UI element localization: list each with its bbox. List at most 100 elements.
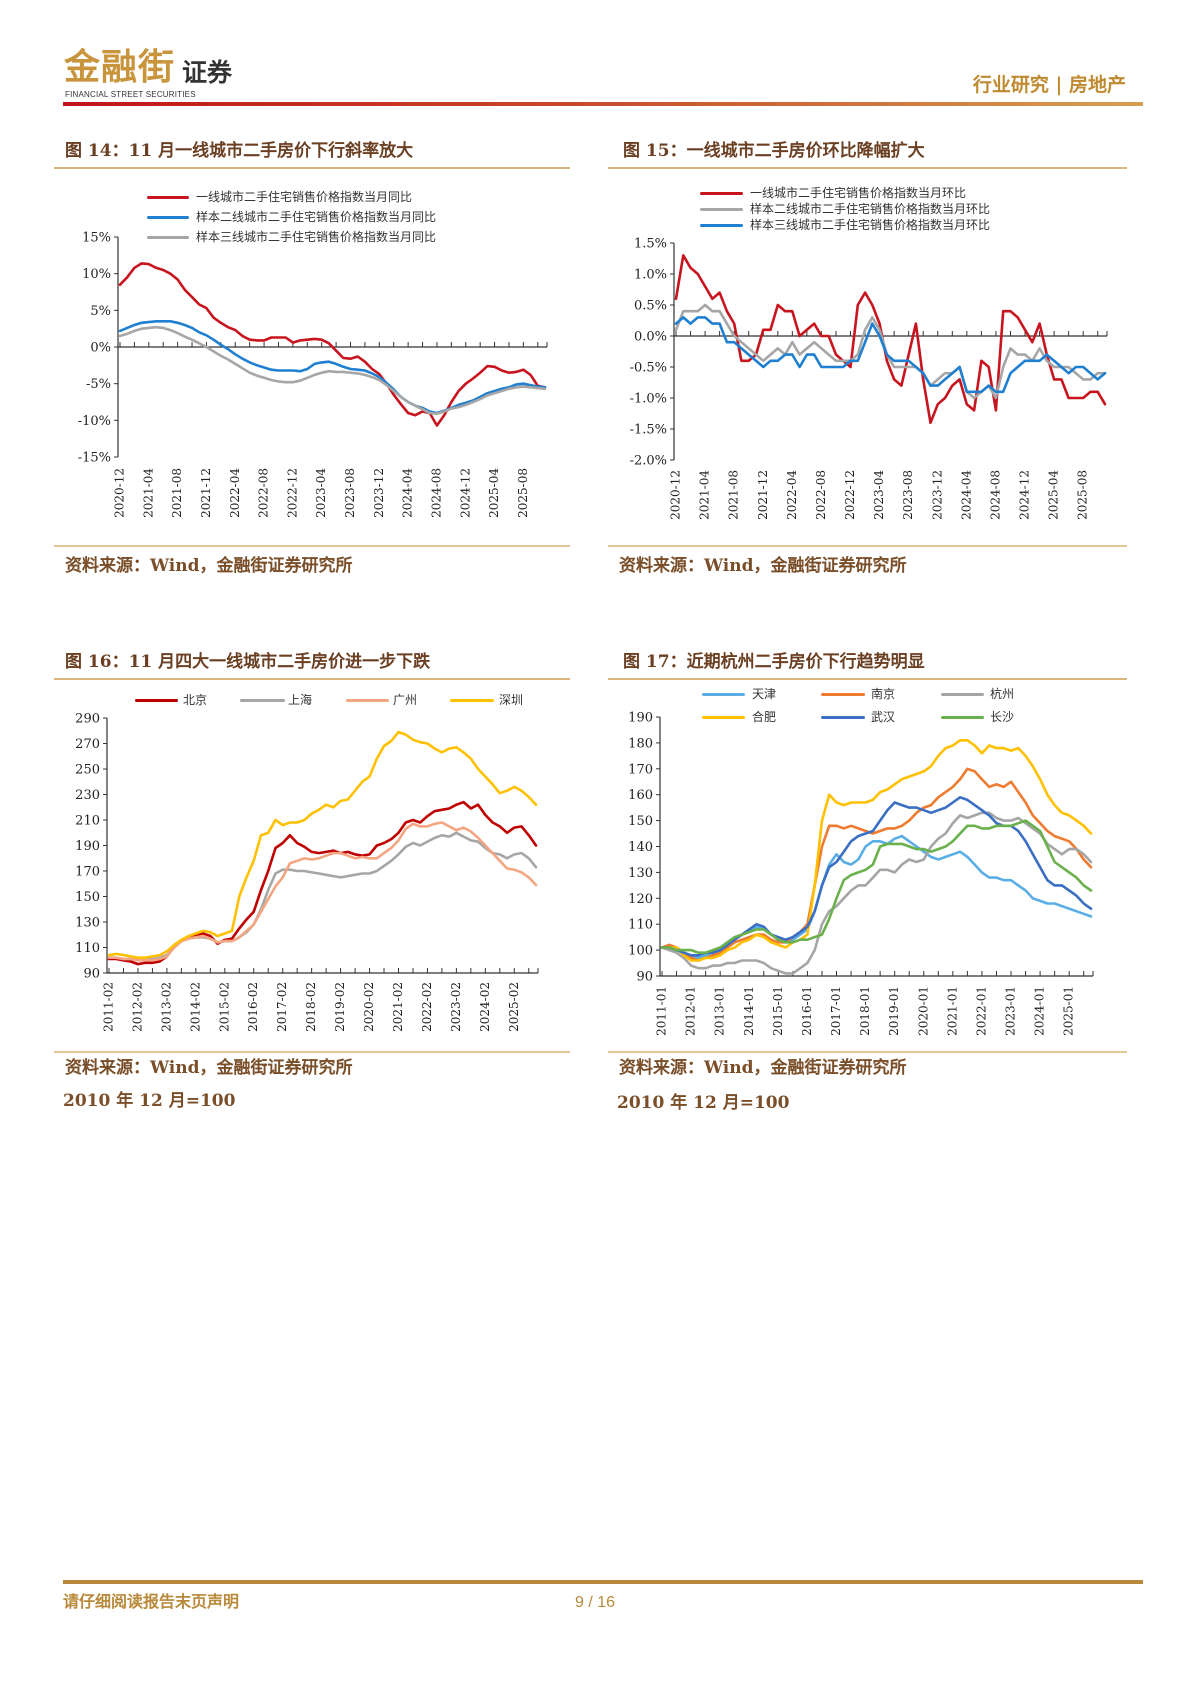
x-tick-label: 2022-12 xyxy=(843,470,857,520)
figure-16-title: 图 16：11 月四大一线城市二手房价进一步下跌 xyxy=(65,652,431,672)
y-tick-label: 170 xyxy=(75,865,100,880)
y-tick-label: -0.5% xyxy=(630,361,667,376)
x-tick-label: 2022-08 xyxy=(814,470,828,520)
series-line-4 xyxy=(107,730,538,960)
x-tick-label: 2021-08 xyxy=(170,468,184,518)
legend-label: 样本三线城市二手住宅销售价格指数当月环比 xyxy=(750,218,991,232)
x-tick-label: 2022-08 xyxy=(257,468,271,518)
x-tick-label: 2014-02 xyxy=(188,982,202,1032)
legend-swatch xyxy=(450,699,494,702)
chart-14: 15% 10% 5% 0% -5% -10% -15%2020-12 2021-04 2021-… xyxy=(78,231,548,518)
figure-15-bottom-rule xyxy=(608,545,1127,547)
y-tick-label: 120 xyxy=(628,892,653,907)
y-tick-label: 140 xyxy=(628,840,653,855)
y-tick-label: -15% xyxy=(78,451,111,466)
x-tick-label: 2023-04 xyxy=(872,470,886,520)
x-tick-label: 2012-02 xyxy=(130,982,144,1032)
series-line-3 xyxy=(660,811,1093,975)
series-line-3 xyxy=(118,325,547,416)
series-line-6 xyxy=(660,819,1093,955)
x-tick-label: 2023-01 xyxy=(1004,986,1018,1036)
x-tick-label: 2023-08 xyxy=(343,468,357,518)
x-tick-label: 2024-08 xyxy=(988,470,1002,520)
x-tick-label: 2022-04 xyxy=(785,470,799,520)
y-tick-label: -10% xyxy=(78,414,111,429)
x-tick-label: 2021-01 xyxy=(945,986,959,1036)
y-tick-label: 110 xyxy=(75,941,100,956)
x-tick-label: 2024-04 xyxy=(959,470,973,520)
y-tick-label: 130 xyxy=(75,916,100,931)
series-line-2 xyxy=(660,767,1093,962)
series-line-2 xyxy=(674,303,1107,400)
x-tick-label: 2011-01 xyxy=(655,986,669,1036)
x-tick-label: 2015-02 xyxy=(217,982,231,1032)
x-tick-label: 2020-12 xyxy=(113,468,127,518)
y-tick-label: 270 xyxy=(75,737,100,752)
y-tick-label: 5% xyxy=(90,304,111,319)
x-tick-label: 2020-02 xyxy=(362,982,376,1032)
legend-label: 样本二线城市二手住宅销售价格指数当月环比 xyxy=(750,202,991,216)
legend-swatch xyxy=(147,236,189,239)
y-tick-label: 100 xyxy=(628,944,653,959)
legend-label: 武汉 xyxy=(871,710,896,724)
y-tick-label: 110 xyxy=(628,918,653,933)
figure-17-title-rule xyxy=(608,678,1127,680)
y-tick-label: -1.0% xyxy=(630,392,667,407)
logo-wordmark: 金融街 xyxy=(64,46,176,88)
x-tick-label: 2023-04 xyxy=(314,468,328,518)
logo-english: FINANCIAL STREET SECURITIES xyxy=(65,90,196,99)
figure-14-bottom-rule xyxy=(54,545,570,547)
y-tick-label: 210 xyxy=(75,814,100,829)
legend-label: 合肥 xyxy=(752,710,777,724)
legend-label: 南京 xyxy=(871,687,896,701)
x-tick-label: 2014-01 xyxy=(742,986,756,1036)
x-tick-label: 2013-02 xyxy=(159,982,173,1032)
x-tick-label: 2022-12 xyxy=(285,468,299,518)
figure-14-title: 图 14：11 月一线城市二手房价下行斜率放大 xyxy=(65,141,414,161)
y-tick-label: 1.0% xyxy=(634,268,667,283)
legend-label: 广州 xyxy=(393,693,418,707)
y-tick-label: 0.5% xyxy=(634,299,667,314)
legend-label: 一线城市二手住宅销售价格指数当月环比 xyxy=(750,186,967,200)
series-line-1 xyxy=(107,800,538,966)
figure-15-title-rule xyxy=(608,167,1127,169)
x-tick-label: 2025-02 xyxy=(507,982,521,1032)
x-tick-label: 2018-02 xyxy=(304,982,318,1032)
series-line-5 xyxy=(660,795,1093,957)
x-tick-label: 2020-12 xyxy=(669,470,683,520)
legend-swatch xyxy=(702,693,745,696)
series-line-4 xyxy=(660,738,1093,962)
legend-label: 样本三线城市二手住宅销售价格指数当月同比 xyxy=(196,230,437,244)
y-tick-label: 160 xyxy=(628,788,653,803)
legend-swatch xyxy=(941,716,984,719)
legend-label: 北京 xyxy=(183,693,208,707)
figure-14-title-rule xyxy=(54,167,570,169)
x-tick-label: 2015-01 xyxy=(771,986,785,1036)
y-tick-label: 10% xyxy=(82,267,111,282)
x-tick-label: 2025-01 xyxy=(1062,986,1076,1036)
figure-17-title: 图 17：近期杭州二手房价下行趋势明显 xyxy=(623,652,925,672)
x-tick-label: 2021-08 xyxy=(727,470,741,520)
x-tick-label: 2021-12 xyxy=(756,470,770,520)
figure-16-bottom-rule xyxy=(54,1051,570,1053)
y-tick-label: -2.0% xyxy=(630,454,667,469)
figure-15-source: 资料来源：Wind，金融街证券研究所 xyxy=(619,556,907,576)
y-tick-label: 190 xyxy=(75,839,100,854)
figure-16-note: 2010 年 12 月=100 xyxy=(63,1091,236,1111)
x-tick-label: 2017-01 xyxy=(829,986,843,1036)
y-tick-label: 190 xyxy=(628,711,653,726)
figure-17-note: 2010 年 12 月=100 xyxy=(617,1093,790,1113)
legend-swatch xyxy=(346,699,389,702)
x-tick-label: 2021-04 xyxy=(141,468,155,518)
legend-label: 上海 xyxy=(288,693,313,707)
series-line-1 xyxy=(118,262,547,427)
x-tick-label: 2020-01 xyxy=(916,986,930,1036)
x-tick-label: 2025-08 xyxy=(1076,470,1090,520)
y-tick-label: 230 xyxy=(75,788,100,803)
figure-15-title: 图 15：一线城市二手房价环比降幅扩大 xyxy=(623,141,925,161)
x-tick-label: 2021-04 xyxy=(698,470,712,520)
legend-swatch xyxy=(941,693,984,696)
y-tick-label: 290 xyxy=(75,712,100,727)
